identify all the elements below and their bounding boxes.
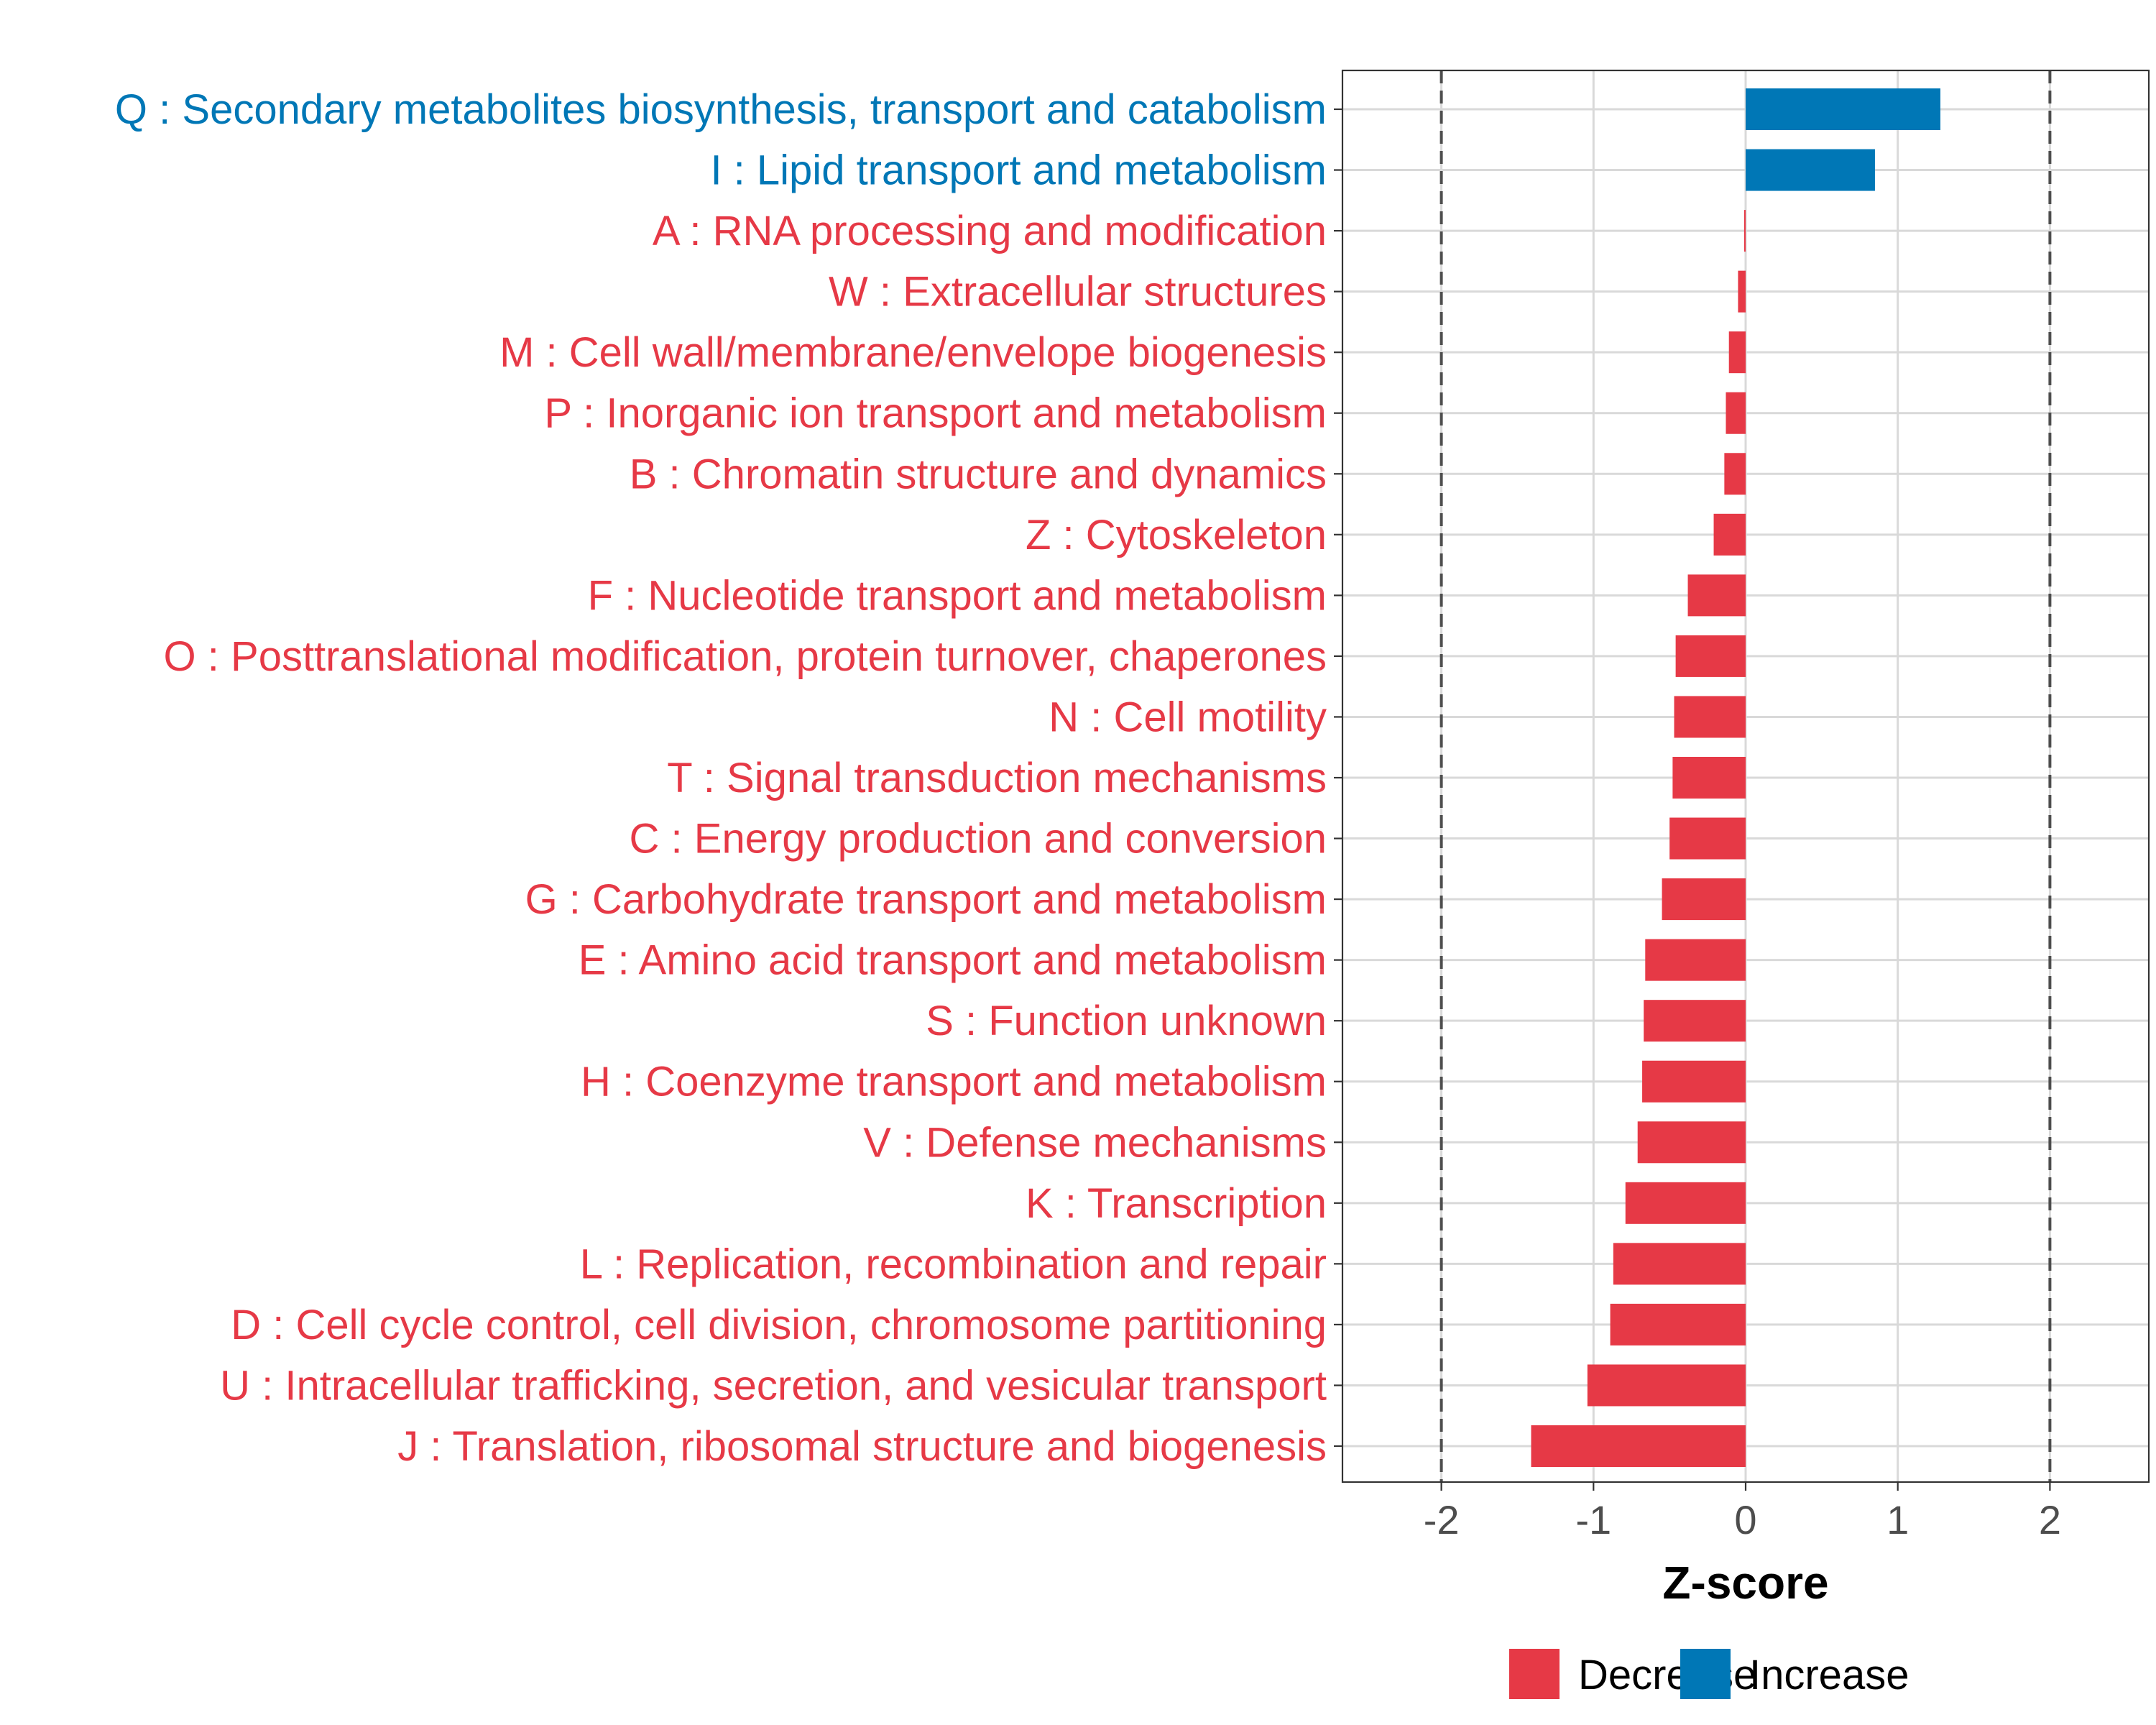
y-axis-ticks <box>1334 108 1342 1448</box>
x-tick-label: 2 <box>2039 1497 2061 1542</box>
bar <box>1625 1182 1746 1224</box>
category-label: O : Posttranslational modification, prot… <box>164 633 1327 680</box>
bar <box>1726 392 1746 434</box>
category-label: M : Cell wall/membrane/envelope biogenes… <box>499 329 1327 376</box>
bar <box>1738 270 1746 313</box>
bar <box>1713 513 1746 556</box>
bar <box>1672 757 1746 799</box>
category-label: H : Coenzyme transport and metabolism <box>581 1059 1327 1105</box>
bar <box>1531 1425 1746 1467</box>
category-label: Q : Secondary metabolites biosynthesis, … <box>115 86 1327 133</box>
x-tick-label: -1 <box>1575 1497 1611 1542</box>
category-label: C : Energy production and conversion <box>630 816 1327 862</box>
legend-swatch <box>1680 1649 1731 1699</box>
bar <box>1675 635 1746 677</box>
reference-lines <box>1439 70 2052 1482</box>
bar <box>1669 817 1746 860</box>
category-label: B : Chromatin structure and dynamics <box>630 451 1327 497</box>
bar <box>1662 878 1746 921</box>
bar <box>1687 574 1746 617</box>
legend-swatch <box>1509 1649 1560 1699</box>
category-label: U : Intracellular trafficking, secretion… <box>220 1362 1327 1409</box>
bar <box>1674 696 1746 738</box>
category-label: K : Transcription <box>1026 1180 1327 1227</box>
bar <box>1587 1364 1746 1407</box>
category-label: N : Cell motility <box>1049 694 1327 740</box>
x-tick-label: 1 <box>1886 1497 1909 1542</box>
legend-label: Increase <box>1749 1652 1909 1698</box>
category-label: S : Function unknown <box>926 998 1327 1044</box>
bar <box>1728 331 1746 374</box>
category-label: L : Replication, recombination and repai… <box>580 1241 1327 1287</box>
bars <box>1531 88 1940 1467</box>
bar <box>1644 1000 1746 1042</box>
category-label: A : RNA processing and modification <box>653 208 1327 254</box>
bar <box>1743 210 1746 252</box>
category-label: P : Inorganic ion transport and metaboli… <box>544 390 1327 437</box>
x-tick-label: -2 <box>1424 1497 1460 1542</box>
category-label: V : Defense mechanisms <box>863 1119 1327 1166</box>
bar <box>1746 149 1875 191</box>
bar <box>1642 1060 1746 1103</box>
x-tick-label: 0 <box>1734 1497 1756 1542</box>
bar <box>1637 1121 1746 1164</box>
y-axis-labels: Q : Secondary metabolites biosynthesis, … <box>115 86 1327 1470</box>
category-label: I : Lipid transport and metabolism <box>710 147 1327 194</box>
x-axis-title: Z-score <box>1662 1557 1828 1609</box>
category-label: G : Carbohydrate transport and metabolis… <box>525 876 1327 923</box>
bar <box>1645 939 1746 981</box>
category-label: W : Extracellular structures <box>829 269 1327 316</box>
category-label: T : Signal transduction mechanisms <box>667 755 1327 801</box>
bar <box>1610 1303 1746 1346</box>
bar <box>1724 453 1746 495</box>
bar <box>1613 1243 1746 1285</box>
category-label: F : Nucleotide transport and metabolism <box>588 572 1327 619</box>
category-label: E : Amino acid transport and metabolism <box>579 937 1327 984</box>
category-label: Z : Cytoskeleton <box>1026 512 1327 558</box>
x-axis-ticks: -2 -1 0 1 2 <box>1424 1482 2061 1542</box>
bar <box>1746 88 1940 130</box>
category-label: D : Cell cycle control, cell division, c… <box>231 1302 1327 1348</box>
category-label: J : Translation, ribosomal structure and… <box>397 1423 1327 1470</box>
